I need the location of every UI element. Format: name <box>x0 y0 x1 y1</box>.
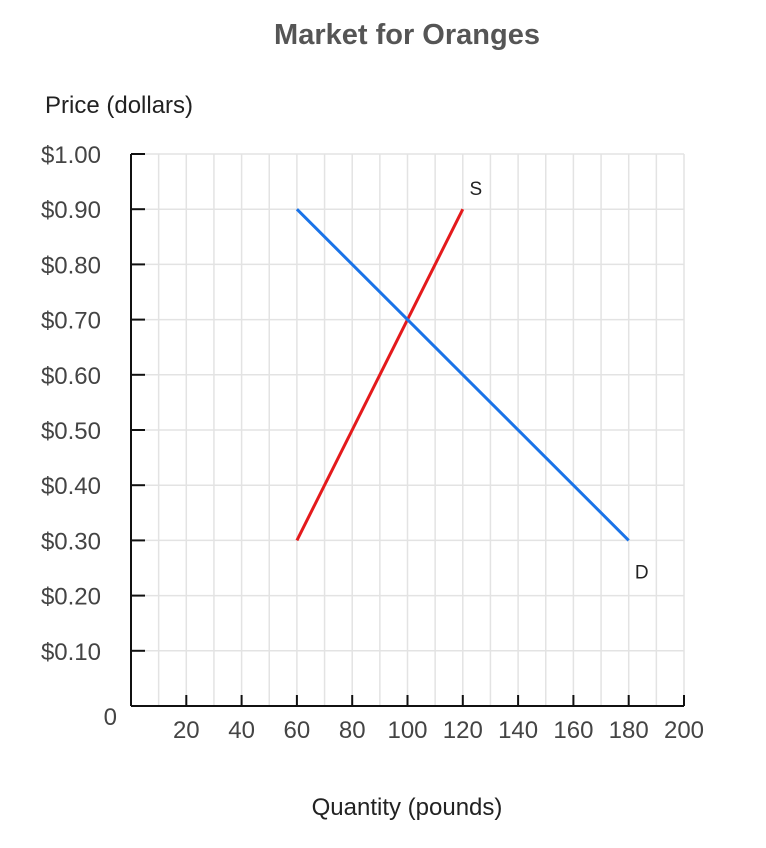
x-tick-label: 80 <box>339 717 366 744</box>
y-axis-title: Price (dollars) <box>45 92 193 119</box>
y-tick-label: $0.60 <box>41 363 101 390</box>
x-tick-label: 160 <box>553 717 593 744</box>
y-tick-label: $0.40 <box>41 473 101 500</box>
y-tick-label: $0.50 <box>41 418 101 445</box>
y-tick-label: $0.30 <box>41 528 101 555</box>
axes <box>130 153 685 707</box>
x-tick-label: 180 <box>609 717 649 744</box>
y-tick-label: $0.90 <box>41 197 101 224</box>
x-tick-label: 120 <box>443 717 483 744</box>
y-tick-label: $1.00 <box>41 142 101 169</box>
x-tick-label: 200 <box>664 717 704 744</box>
x-tick-label: 40 <box>228 717 255 744</box>
labels: $0.10 $0.20 $0.30 $0.40 $0.50 $0.60 $0.70 $0.80… <box>41 19 704 821</box>
y-tick-label: $0.10 <box>41 639 101 666</box>
chart-title: Market for Oranges <box>274 19 540 51</box>
series-line-d <box>295 208 630 542</box>
y-tick-label: $0.80 <box>41 252 101 279</box>
origin-label: 0 <box>104 704 117 731</box>
y-tick-label: $0.70 <box>41 308 101 335</box>
x-axis-title: Quantity (pounds) <box>312 794 503 821</box>
x-tick-label: 20 <box>173 717 200 744</box>
series-label-d: D <box>635 562 649 583</box>
series-group <box>295 208 630 542</box>
series-line-s <box>295 208 465 542</box>
y-tick-label: $0.20 <box>41 584 101 611</box>
x-tick-label: 100 <box>387 717 427 744</box>
grid <box>131 153 685 706</box>
x-tick-label: 140 <box>498 717 538 744</box>
series-label-s: S <box>469 179 482 200</box>
x-tick-label: 60 <box>284 717 311 744</box>
